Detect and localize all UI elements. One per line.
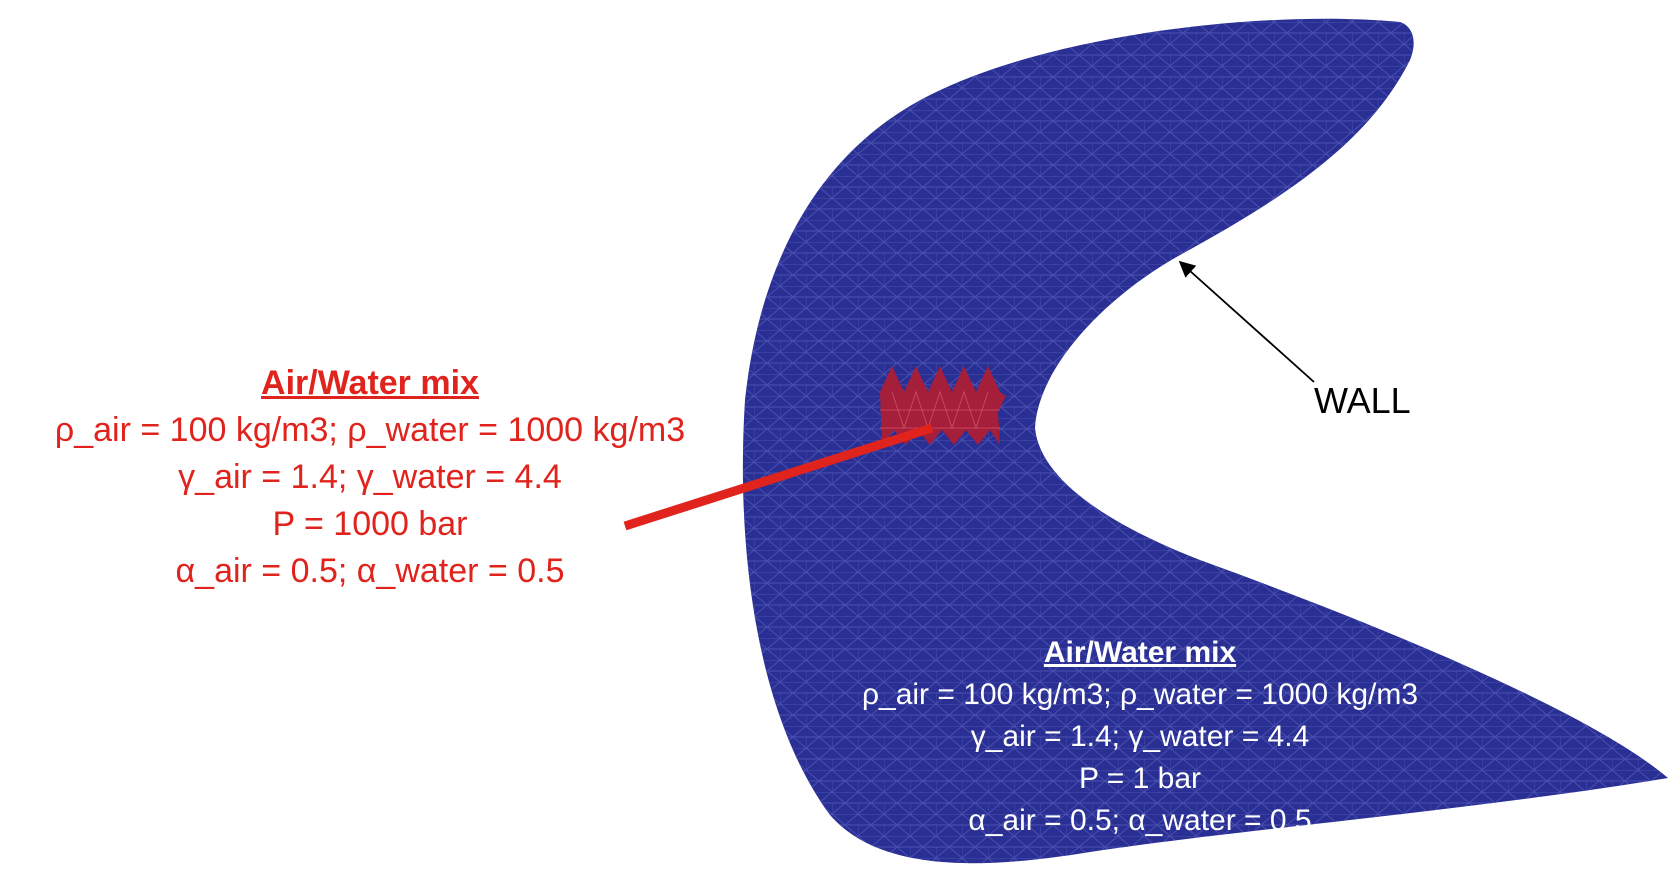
gamma-line: γ_air = 1.4; γ_water = 4.4 <box>970 720 1310 753</box>
annotation-title: Air/Water mix <box>1043 636 1237 669</box>
high-pressure-annotation: Air/Water mix ρ_air = 100 kg/m3; ρ_water… <box>0 360 740 595</box>
wall-arrow <box>1178 260 1315 383</box>
pressure-line: P = 1000 bar <box>272 505 468 543</box>
pointer-line <box>623 423 934 531</box>
high-pressure-region <box>880 366 1006 445</box>
density-line: ρ_air = 100 kg/m3; ρ_water = 1000 kg/m3 <box>861 678 1419 711</box>
pressure-line: P = 1 bar <box>1078 762 1202 795</box>
alpha-line: α_air = 0.5; α_water = 0.5 <box>175 552 565 590</box>
alpha-line: α_air = 0.5; α_water = 0.5 <box>968 804 1312 837</box>
high-pressure-mesh-lines <box>880 390 1000 430</box>
annotation-title: Air/Water mix <box>261 364 479 402</box>
gamma-line: γ_air = 1.4; γ_water = 4.4 <box>178 458 562 496</box>
wall-label: WALL <box>1314 380 1411 421</box>
ambient-annotation: Air/Water mix ρ_air = 100 kg/m3; ρ_water… <box>780 632 1500 842</box>
density-line: ρ_air = 100 kg/m3; ρ_water = 1000 kg/m3 <box>54 411 686 449</box>
